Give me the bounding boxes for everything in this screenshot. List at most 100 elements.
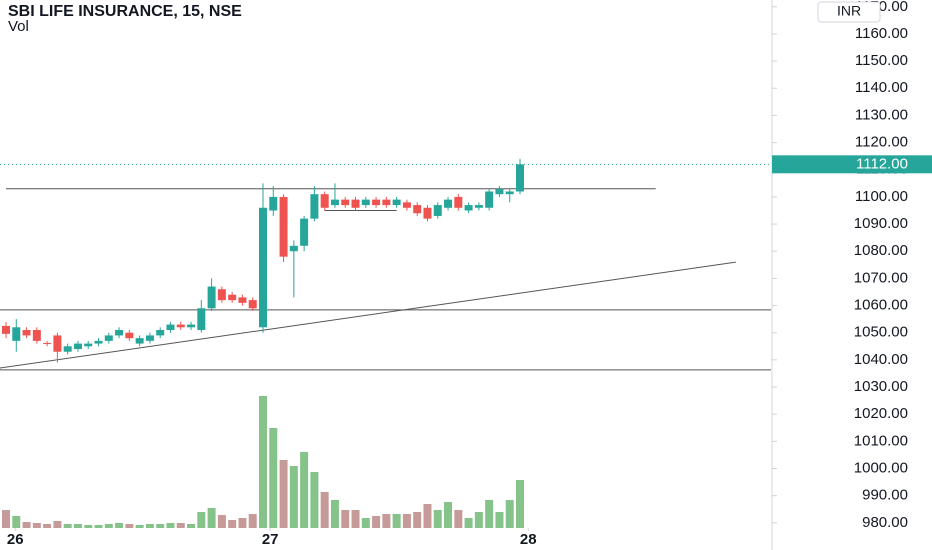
plot-area [0,158,772,528]
volume-bar [516,480,524,528]
candle-body [12,327,21,341]
y-tick-label: 1120.00 [855,134,908,151]
candle-body [392,199,401,206]
y-tick-label: 980.00 [862,514,908,531]
volume-bar [392,514,401,528]
volume-bar [238,518,247,528]
candle-body [228,294,237,301]
y-tick-label: 1020.00 [854,405,908,422]
candle-body [217,289,226,301]
volume-bar [474,512,483,528]
volume-bar [12,516,21,528]
candle-body [145,335,154,341]
volume-bar [279,460,288,528]
volume-bar [115,523,124,528]
volume-bar [464,518,473,528]
y-tick-label: 1050.00 [854,324,908,341]
y-tick-label: 1070.00 [854,269,908,286]
volume-bar [94,525,103,528]
candle-body [341,199,350,206]
volume-bar [320,492,329,528]
volume-bar [259,396,267,528]
candle-body [176,324,185,328]
candle-body [485,191,494,208]
y-tick-label: 1030.00 [854,378,908,395]
candle-body [104,335,113,341]
candle-body [115,330,124,336]
currency-label: INR [837,3,861,19]
candle-body [433,205,442,216]
volume-bar [73,524,82,528]
candle-body [2,325,10,334]
y-tick-label: 1140.00 [855,79,908,96]
y-tick-label: 1150.00 [855,52,908,69]
volume-bar [361,518,370,528]
candle-body [84,343,93,347]
chart-title: SBI LIFE INSURANCE, 15, NSE [8,3,242,20]
candle-body [289,245,298,252]
volume-bar [84,525,93,528]
candle-body [269,196,278,211]
volume-bar [32,523,41,528]
volume-bar [300,452,309,528]
y-tick-label: 1100.00 [855,188,908,205]
candle-body [310,194,319,219]
trend-line [0,261,736,369]
candle-body [73,343,82,350]
candle-body [279,196,288,257]
candle-body [248,300,257,309]
last-price-label: 1112.00 [856,155,908,172]
volume-bar [454,510,463,528]
y-tick-label: 1160.00 [855,25,908,42]
candle-body [53,335,62,352]
volume-bar [197,512,206,528]
candle-body [94,340,103,344]
volume-bar [330,500,339,528]
candle-body [413,205,422,214]
volume-label: Vol [8,18,29,35]
candle-body [402,202,411,208]
candle-body [382,199,391,206]
candle-body [300,218,309,246]
volume-bar [156,524,165,528]
volume-bar [269,428,278,528]
x-tick-label: 28 [520,531,537,548]
volume-bar [433,510,442,528]
volume-bar [53,521,62,528]
volume-bar [505,500,514,528]
candle-body [63,346,72,352]
volume-bar [22,522,31,528]
y-tick-label: 1010.00 [854,432,908,449]
volume-bar [402,514,411,528]
candle-body [495,188,504,195]
candle-body [361,199,370,206]
volume-bar [310,472,319,528]
volume-bar [207,508,216,528]
candle-body [423,207,432,219]
candle-body [187,324,196,328]
volume-bar [166,523,175,528]
y-tick-label: 1040.00 [854,351,908,368]
candle-body [22,330,31,336]
candle-body [444,199,453,208]
volume-bar [423,504,432,528]
candle-body [464,205,473,211]
y-tick-label: 990.00 [862,487,908,504]
y-tick-label: 1000.00 [854,459,908,476]
volume-bar [104,524,113,528]
volume-bar [351,510,360,528]
x-tick-label: 26 [7,531,24,548]
candle-body [516,164,524,192]
candle-body [135,338,144,344]
y-tick-label: 1060.00 [854,297,908,314]
volume-bar [125,524,134,528]
candle-body [166,324,175,330]
candle-body [320,194,329,208]
last-price-box [772,155,932,174]
volume-bar [43,524,52,528]
candle-body [238,297,247,303]
volume-bar [372,516,381,528]
volume-bar [217,515,226,528]
volume-bar [289,466,298,528]
